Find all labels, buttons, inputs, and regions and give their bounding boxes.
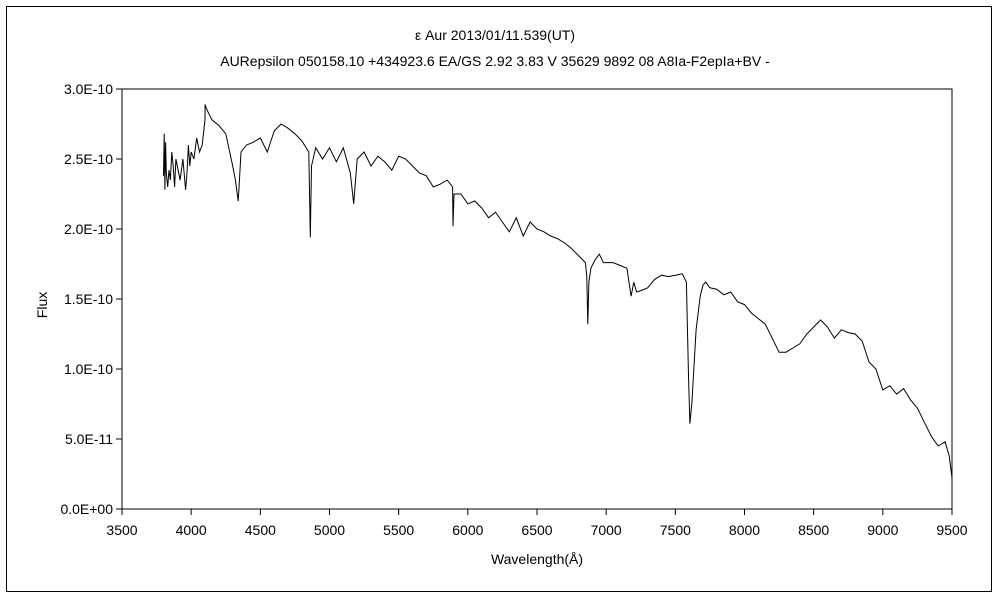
spectrum-chart: ε Aur 2013/01/11.539(UT) AURepsilon 0501… bbox=[34, 27, 968, 567]
y-tick-label: 2.0E-10 bbox=[64, 221, 113, 237]
x-tick-label: 7500 bbox=[660, 522, 691, 538]
x-tick-label: 6500 bbox=[521, 522, 552, 538]
x-axis-label: Wavelength(Å) bbox=[491, 551, 583, 567]
y-tick-label: 1.0E-10 bbox=[64, 361, 113, 377]
x-tick-label: 9500 bbox=[936, 522, 967, 538]
x-tick-label: 5000 bbox=[314, 522, 345, 538]
chart-title: ε Aur 2013/01/11.539(UT) bbox=[415, 27, 575, 43]
chart-frame: ε Aur 2013/01/11.539(UT) AURepsilon 0501… bbox=[6, 6, 992, 592]
y-tick-label: 5.0E-11 bbox=[65, 431, 113, 447]
y-tick-label: 1.5E-10 bbox=[64, 291, 113, 307]
x-axis: 3500 4000 4500 5000 5500 6000 6500 7000 7500 8000… bbox=[106, 509, 968, 538]
chart-subtitle: AURepsilon 050158.10 +434923.6 EA/GS 2.9… bbox=[220, 53, 770, 69]
y-tick-label: 0.0E+00 bbox=[60, 501, 113, 517]
y-axis-label: Flux bbox=[34, 292, 50, 318]
y-tick-label: 3.0E-10 bbox=[64, 81, 113, 97]
x-tick-label: 6000 bbox=[452, 522, 483, 538]
plot-area bbox=[121, 88, 953, 510]
x-tick-label: 9000 bbox=[867, 522, 898, 538]
x-tick-label: 5500 bbox=[383, 522, 414, 538]
x-tick-label: 8500 bbox=[798, 522, 829, 538]
x-tick-label: 7000 bbox=[591, 522, 622, 538]
x-tick-label: 4000 bbox=[176, 522, 207, 538]
x-tick-label: 3500 bbox=[106, 522, 137, 538]
x-tick-label: 8000 bbox=[729, 522, 760, 538]
y-tick-label: 2.5E-10 bbox=[64, 151, 113, 167]
series-line bbox=[163, 104, 953, 479]
y-axis: 0.0E+00 5.0E-11 1.0E-10 1.5E-10 2.0E-10 2.5E-… bbox=[60, 81, 122, 517]
x-tick-label: 4500 bbox=[245, 522, 276, 538]
